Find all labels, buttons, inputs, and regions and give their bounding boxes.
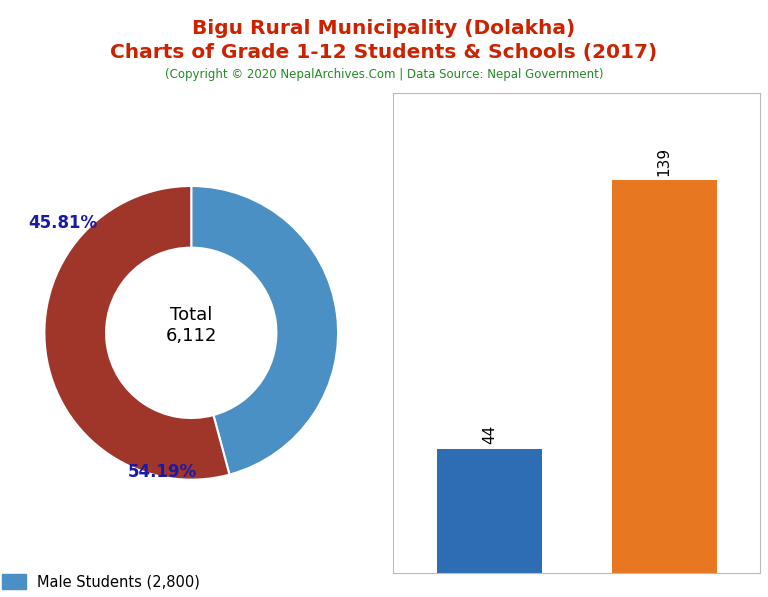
- Text: (Copyright © 2020 NepalArchives.Com | Data Source: Nepal Government): (Copyright © 2020 NepalArchives.Com | Da…: [165, 68, 603, 81]
- Text: 139: 139: [657, 147, 672, 176]
- Text: Charts of Grade 1-12 Students & Schools (2017): Charts of Grade 1-12 Students & Schools …: [111, 43, 657, 62]
- Wedge shape: [45, 186, 230, 479]
- Bar: [612, 180, 717, 573]
- Legend: Male Students (2,800), Female Students (3,312): Male Students (2,800), Female Students (…: [0, 568, 224, 597]
- Text: Total
6,112: Total 6,112: [166, 306, 217, 345]
- Bar: [437, 449, 541, 573]
- Text: Bigu Rural Municipality (Dolakha): Bigu Rural Municipality (Dolakha): [192, 19, 576, 38]
- Wedge shape: [191, 186, 338, 475]
- Text: 45.81%: 45.81%: [28, 214, 98, 232]
- Text: 44: 44: [482, 425, 497, 445]
- Text: 54.19%: 54.19%: [127, 463, 197, 481]
